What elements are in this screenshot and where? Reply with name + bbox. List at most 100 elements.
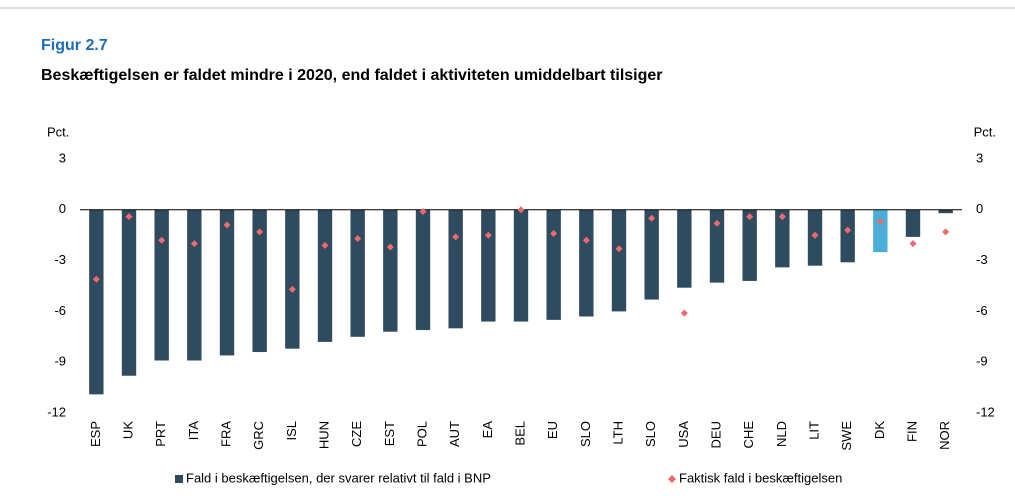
marker	[778, 213, 786, 221]
marker	[615, 245, 623, 253]
y-axis-label: Pct.	[47, 124, 69, 139]
y-tick-label: -9	[54, 354, 66, 369]
bar	[709, 209, 725, 283]
bar	[252, 209, 267, 353]
marker	[190, 240, 198, 248]
y-tick-label: -12	[47, 404, 66, 419]
x-tick-label: EST	[382, 421, 397, 446]
bar	[775, 209, 790, 268]
bar	[350, 209, 365, 337]
x-tick-label: LTH	[610, 421, 625, 445]
x-tick-label: PRT	[153, 421, 168, 447]
x-tick-label: UK	[120, 421, 135, 439]
bar	[383, 209, 398, 332]
marker	[582, 236, 590, 244]
x-tick-label: AUT	[447, 421, 462, 447]
marker	[844, 226, 852, 234]
x-tick-label: CHE	[741, 421, 756, 449]
legend-swatch	[668, 475, 676, 483]
marker	[811, 231, 819, 239]
bar	[285, 209, 300, 349]
x-tick-label: BEL	[512, 421, 527, 446]
marker	[158, 236, 166, 244]
marker	[386, 243, 394, 251]
legend-swatch	[175, 475, 183, 483]
bar	[840, 209, 855, 263]
x-tick-label: USA	[676, 421, 691, 448]
x-tick-label: POL	[414, 421, 429, 447]
legend-label: Fald i beskæftigelsen, der svarer relati…	[186, 470, 491, 485]
marker	[746, 213, 754, 221]
y-tick-label: 0	[59, 201, 66, 216]
x-tick-label: ISL	[284, 421, 299, 441]
marker	[419, 207, 427, 215]
marker	[909, 240, 917, 248]
marker	[125, 213, 133, 221]
x-tick-label: SLO	[643, 421, 658, 447]
bar	[546, 209, 561, 320]
marker	[321, 241, 329, 249]
x-tick-label: HUN	[316, 421, 331, 449]
marker	[550, 230, 558, 238]
x-tick-label: NOR	[937, 421, 952, 450]
marker	[354, 235, 362, 243]
bar	[187, 209, 202, 361]
bar	[481, 209, 496, 322]
x-tick-label: SWE	[839, 421, 854, 451]
x-tick-label: CZE	[349, 421, 364, 447]
x-tick-label: EU	[545, 421, 560, 439]
y2-tick-label: 3	[976, 150, 983, 165]
x-tick-label: NLD	[774, 421, 789, 447]
bar	[513, 209, 529, 322]
x-tick-label: GRC	[251, 421, 266, 450]
marker	[680, 309, 688, 317]
x-tick-label: DK	[872, 421, 887, 439]
y2-tick-label: 0	[976, 201, 983, 216]
bar	[89, 209, 104, 395]
bar	[938, 209, 953, 214]
y2-tick-label: -9	[976, 354, 988, 369]
y-tick-label: 3	[59, 150, 66, 165]
marker	[713, 219, 721, 227]
figure-label: Figur 2.7	[41, 37, 108, 54]
bar	[219, 209, 235, 356]
y-tick-label: -3	[54, 252, 66, 267]
bar	[644, 209, 659, 300]
y2-tick-label: -6	[976, 303, 988, 318]
x-tick-label: FIN	[904, 421, 919, 442]
bar	[154, 209, 169, 361]
marker	[452, 233, 460, 241]
legend-label: Faktisk fald i beskæftigelsen	[679, 470, 842, 485]
x-tick-label: ITA	[186, 421, 201, 441]
bar	[677, 209, 692, 288]
bar	[873, 209, 888, 253]
bar	[121, 209, 137, 376]
marker	[942, 228, 950, 236]
marker	[517, 206, 525, 214]
y2-tick-label: -3	[976, 252, 988, 267]
x-tick-label: LIT	[806, 421, 821, 440]
bar	[317, 209, 333, 342]
bar	[905, 209, 921, 237]
marker	[256, 228, 264, 236]
bar	[415, 209, 431, 331]
bar	[611, 209, 627, 312]
marker	[876, 218, 884, 226]
chart-title: Beskæftigelsen er faldet mindre i 2020, …	[41, 67, 663, 84]
x-tick-label: DEU	[708, 421, 723, 448]
marker	[288, 285, 296, 293]
x-tick-label: ESP	[88, 421, 103, 447]
y2-tick-label: -12	[976, 404, 995, 419]
marker	[223, 221, 231, 229]
marker	[92, 275, 100, 283]
bar	[448, 209, 463, 329]
marker	[648, 214, 656, 222]
bar	[579, 209, 594, 317]
bar	[742, 209, 757, 281]
y-tick-label: -6	[54, 303, 66, 318]
marker	[484, 231, 492, 239]
x-tick-label: SLO	[578, 421, 593, 447]
x-tick-label: FRA	[218, 421, 233, 447]
x-tick-label: EA	[480, 421, 495, 439]
